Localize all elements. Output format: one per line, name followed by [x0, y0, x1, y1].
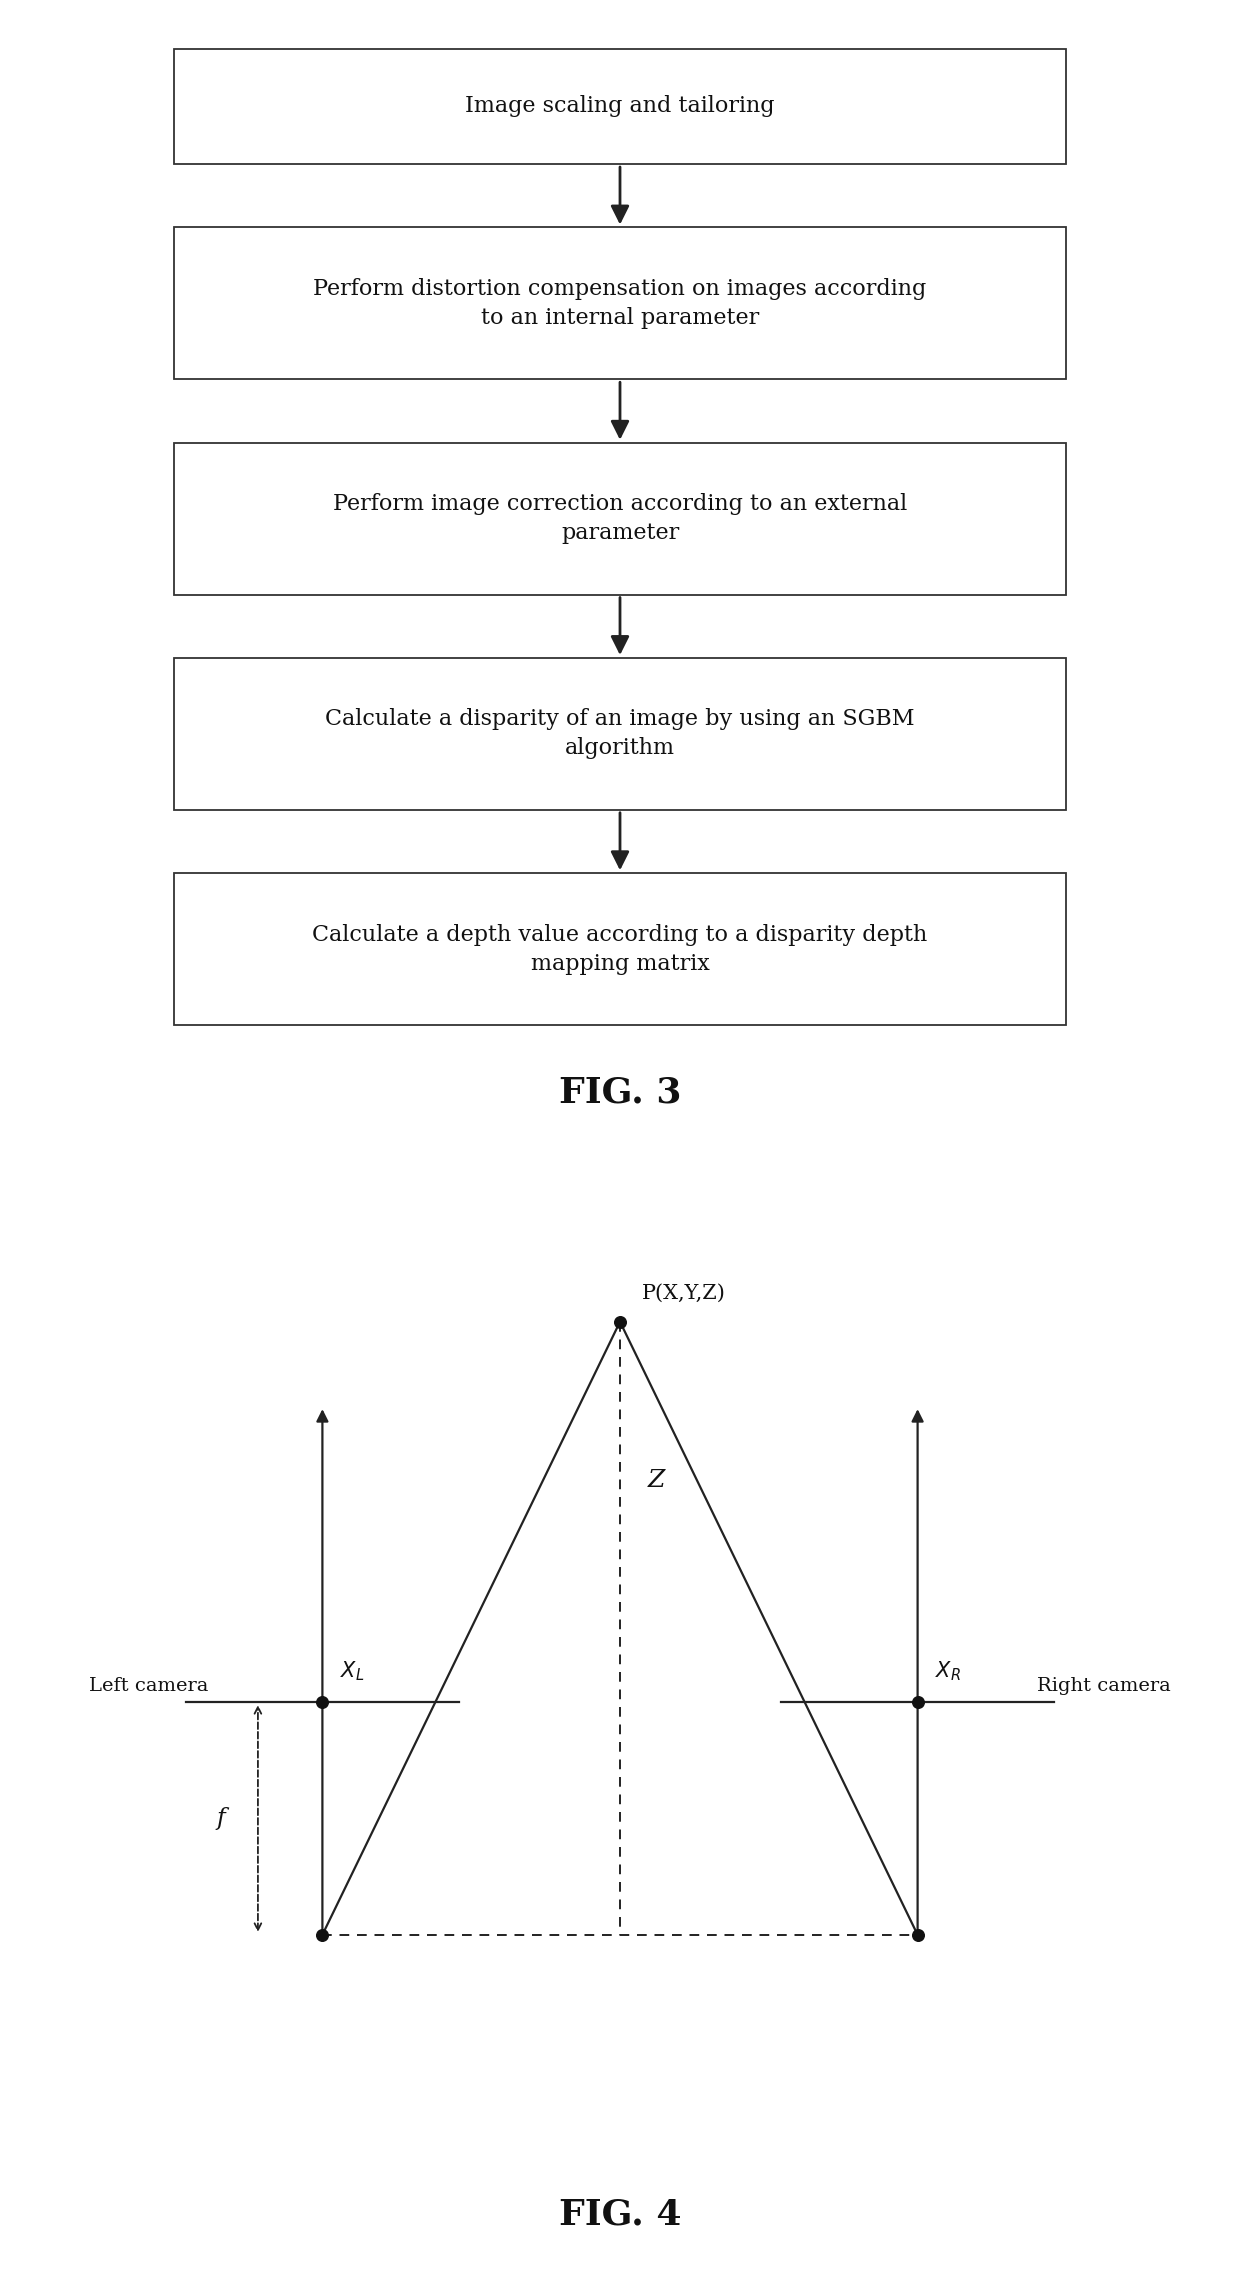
FancyBboxPatch shape: [174, 873, 1066, 1025]
FancyBboxPatch shape: [174, 48, 1066, 164]
Text: FIG. 4: FIG. 4: [559, 2198, 681, 2232]
Point: [908, 1684, 928, 1721]
Text: $X_R$: $X_R$: [935, 1659, 961, 1684]
FancyBboxPatch shape: [174, 227, 1066, 380]
Text: Image scaling and tailoring: Image scaling and tailoring: [465, 95, 775, 118]
Text: $X_L$: $X_L$: [340, 1659, 365, 1684]
Point: [312, 1916, 332, 1953]
Text: Z: Z: [647, 1468, 665, 1491]
Point: [908, 1916, 928, 1953]
FancyBboxPatch shape: [174, 443, 1066, 596]
Text: Calculate a disparity of an image by using an SGBM
algorithm: Calculate a disparity of an image by usi…: [325, 709, 915, 759]
Text: Calculate a depth value according to a disparity depth
mapping matrix: Calculate a depth value according to a d…: [312, 923, 928, 975]
Text: Perform distortion compensation on images according
to an internal parameter: Perform distortion compensation on image…: [314, 277, 926, 330]
Text: FIG. 3: FIG. 3: [559, 1075, 681, 1109]
Text: f: f: [216, 1807, 226, 1830]
FancyBboxPatch shape: [174, 657, 1066, 809]
Text: Left camera: Left camera: [89, 1677, 208, 1696]
Text: Perform image correction according to an external
parameter: Perform image correction according to an…: [332, 493, 908, 543]
Text: P(X,Y,Z): P(X,Y,Z): [642, 1284, 727, 1302]
Point: [312, 1684, 332, 1721]
Text: Right camera: Right camera: [1037, 1677, 1171, 1696]
Point: [610, 1302, 630, 1339]
